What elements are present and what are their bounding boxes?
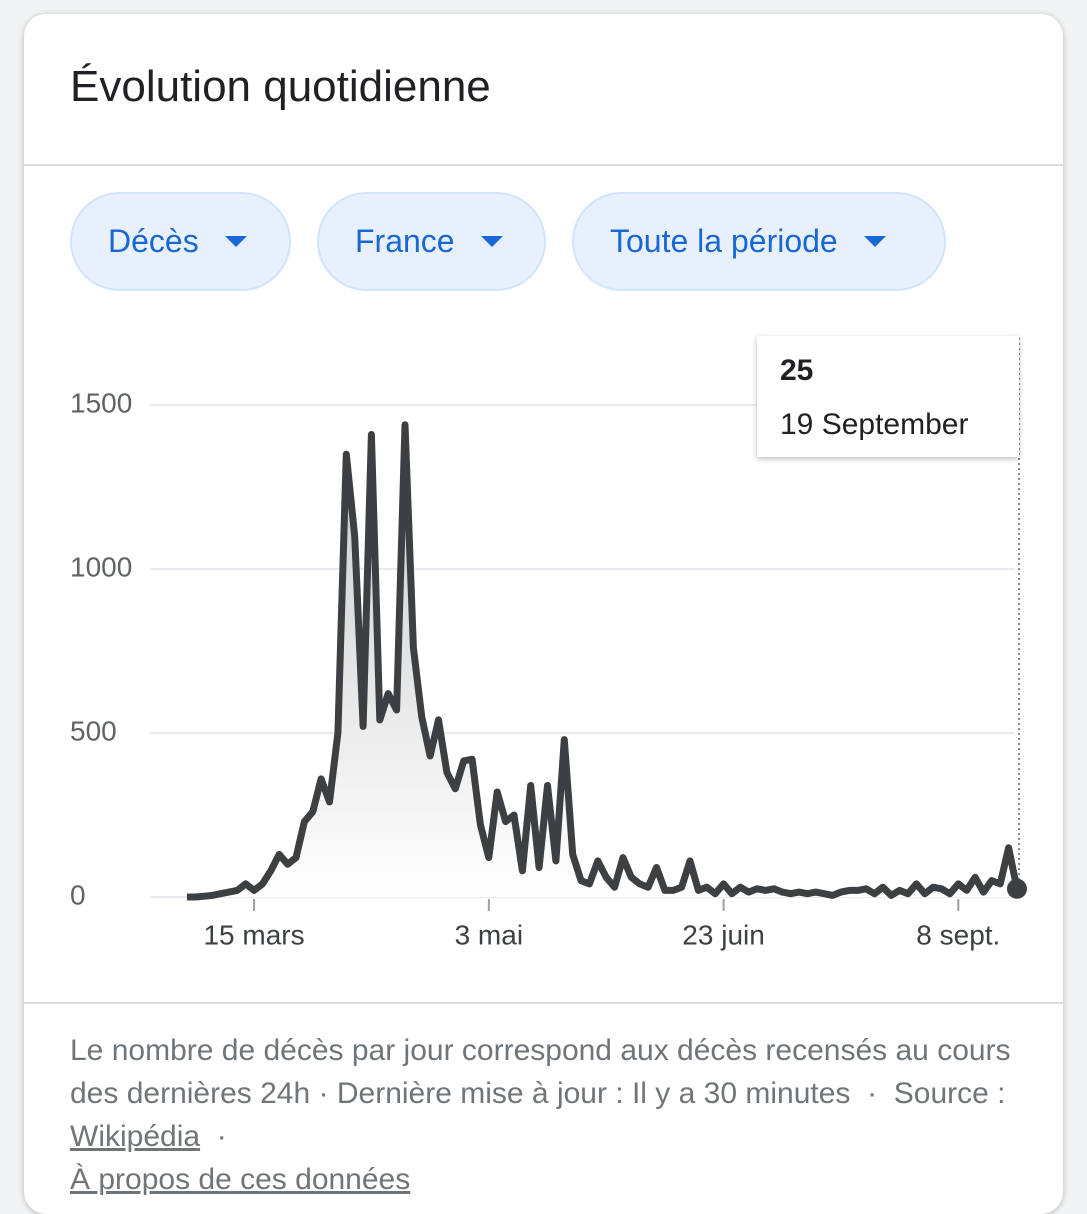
separator: · xyxy=(867,1077,878,1110)
source-label: Source : xyxy=(893,1077,1006,1110)
caret xyxy=(863,236,886,247)
hover-point xyxy=(1007,878,1027,899)
period-chip[interactable]: Toute la période xyxy=(572,192,946,291)
metric-chip[interactable]: Décès xyxy=(70,192,291,291)
y-tick-label: 1500 xyxy=(70,387,132,418)
chart: 0 500 1000 1500 15 mars 3 mai 23 juin 8 sept. 2… xyxy=(70,336,1027,950)
y-tick-label: 0 xyxy=(70,879,86,910)
caret xyxy=(480,236,503,247)
x-tick-label: 3 mai xyxy=(455,919,523,950)
chip-label: Décès xyxy=(108,223,199,259)
region-chip[interactable]: France xyxy=(317,192,546,291)
line xyxy=(187,421,1021,901)
separator: · xyxy=(216,1120,227,1153)
divider xyxy=(24,1002,1063,1004)
x-tick-label: 8 sept. xyxy=(916,919,1000,950)
caret xyxy=(224,236,247,247)
description: Le nombre de décès par jour correspond a… xyxy=(70,1034,1011,1110)
updated: Dernière mise à jour : Il y a 30 minutes xyxy=(336,1077,851,1110)
tooltip xyxy=(757,336,1019,457)
about-link[interactable]: À propos de ces données xyxy=(70,1163,411,1196)
x-tick-label: 23 juin xyxy=(682,919,765,950)
card-title: Évolution quotidienne xyxy=(70,62,491,111)
tooltip-date: 19 September xyxy=(780,408,968,441)
card: Évolution quotidienne Décès France Toute… xyxy=(24,14,1063,1214)
source-link[interactable]: Wikipédia xyxy=(70,1120,201,1153)
y-tick-label: 500 xyxy=(70,715,117,746)
area xyxy=(187,424,1017,897)
chip-label: France xyxy=(355,223,455,259)
divider xyxy=(24,164,1063,166)
x-tick-label: 15 mars xyxy=(203,919,304,950)
footer: Le nombre de décès par jour correspond a… xyxy=(70,1029,1020,1201)
y-tick-label: 1000 xyxy=(70,551,132,582)
separator: · xyxy=(318,1077,329,1110)
chip-label: Toute la période xyxy=(610,223,838,259)
tooltip-value: 25 xyxy=(780,354,813,387)
